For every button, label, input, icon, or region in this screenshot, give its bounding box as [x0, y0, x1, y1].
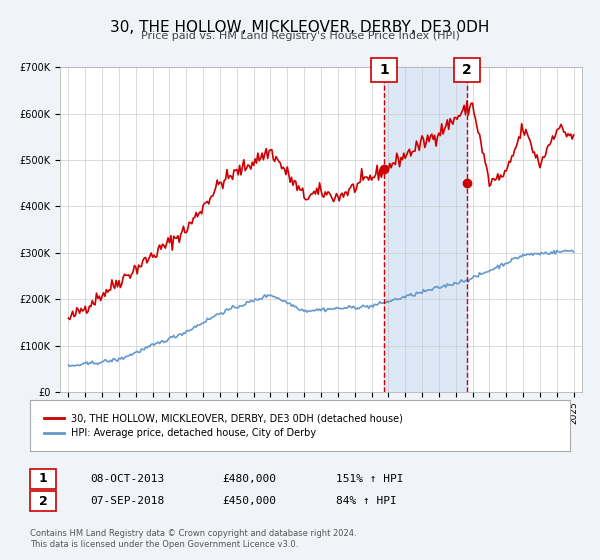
Text: 84% ↑ HPI: 84% ↑ HPI	[336, 496, 397, 506]
Text: 2: 2	[39, 494, 47, 508]
Bar	[384, 67, 467, 392]
Text: 1: 1	[379, 63, 389, 77]
Text: Contains HM Land Registry data © Crown copyright and database right 2024.
This d: Contains HM Land Registry data © Crown c…	[30, 529, 356, 549]
Text: 07-SEP-2018: 07-SEP-2018	[90, 496, 164, 506]
Text: £450,000: £450,000	[222, 496, 276, 506]
Text: 30, THE HOLLOW, MICKLEOVER, DERBY, DE3 0DH: 30, THE HOLLOW, MICKLEOVER, DERBY, DE3 0…	[110, 20, 490, 35]
Text: 2: 2	[462, 63, 472, 77]
Text: 1: 1	[39, 472, 47, 486]
Text: Price paid vs. HM Land Registry's House Price Index (HPI): Price paid vs. HM Land Registry's House …	[140, 31, 460, 41]
Text: £480,000: £480,000	[222, 474, 276, 484]
Text: 08-OCT-2013: 08-OCT-2013	[90, 474, 164, 484]
Legend: 30, THE HOLLOW, MICKLEOVER, DERBY, DE3 0DH (detached house), HPI: Average price,: 30, THE HOLLOW, MICKLEOVER, DERBY, DE3 0…	[40, 409, 407, 442]
Text: 151% ↑ HPI: 151% ↑ HPI	[336, 474, 404, 484]
